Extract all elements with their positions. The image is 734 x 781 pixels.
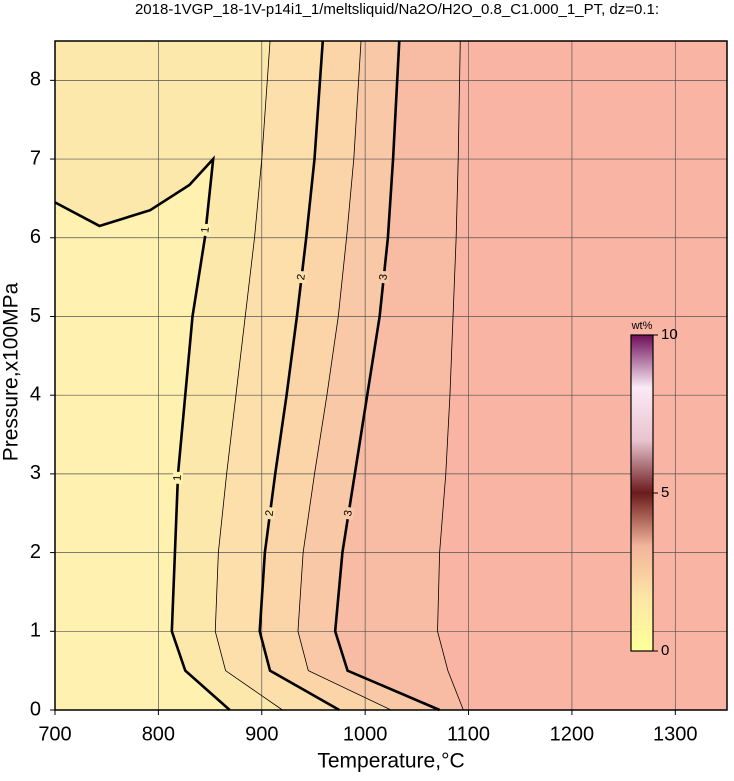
contour-label: 3 — [377, 273, 390, 280]
x-tick-label: 1000 — [343, 723, 388, 745]
contour-line — [437, 40, 464, 711]
x-tick-label: 1100 — [447, 723, 490, 745]
contour-label-bg — [378, 270, 390, 284]
y-tick-label: 1 — [30, 620, 41, 642]
contour-line-bold — [258, 40, 340, 712]
contour-line-bold — [54, 155, 231, 711]
x-tick-label: 700 — [38, 723, 71, 745]
y-axis-label: Pressure,x100MPa — [0, 282, 23, 461]
y-tick-label: 7 — [30, 147, 41, 169]
chart-title: 2018-1VGP_18-1V-p14i1_1/meltsliquid/Na2O… — [135, 1, 659, 18]
contour-label-bg — [342, 506, 355, 520]
contour-label: 2 — [295, 273, 308, 280]
colorbar-tick-label: 10 — [661, 326, 678, 343]
y-tick-label: 6 — [30, 226, 41, 248]
contour-label-bg — [172, 471, 184, 485]
contour-label: 1 — [199, 226, 212, 233]
colorbar-tick-label: 5 — [661, 484, 669, 501]
contour-label: 1 — [172, 475, 184, 482]
contour-label-bg — [200, 223, 212, 237]
x-axis-label: Temperature,°C — [317, 750, 464, 773]
contour-fill — [55, 159, 230, 710]
y-tick-label: 3 — [30, 462, 41, 484]
x-tick-label: 800 — [142, 723, 175, 745]
x-tick-label: 1200 — [550, 723, 595, 745]
colorbar — [630, 334, 654, 652]
contour-line — [214, 40, 283, 711]
y-tick-label: 0 — [30, 698, 41, 720]
contour-label-bg — [295, 270, 308, 284]
colorbar-label: wt% — [631, 320, 653, 332]
x-tick-label: 900 — [245, 723, 278, 745]
contour-line — [297, 40, 392, 711]
contour-label-bg — [264, 506, 276, 520]
y-tick-label: 2 — [30, 541, 41, 563]
x-tick-label: 1300 — [653, 723, 698, 745]
y-tick-label: 4 — [30, 383, 41, 405]
colorbar-tick-label: 0 — [661, 642, 669, 659]
contour-label: 3 — [342, 509, 355, 517]
contour-label: 2 — [264, 509, 277, 517]
plot-frame — [54, 40, 728, 711]
contour-line-bold — [333, 40, 441, 712]
y-tick-label: 5 — [30, 305, 41, 327]
y-tick-label: 8 — [30, 69, 41, 91]
